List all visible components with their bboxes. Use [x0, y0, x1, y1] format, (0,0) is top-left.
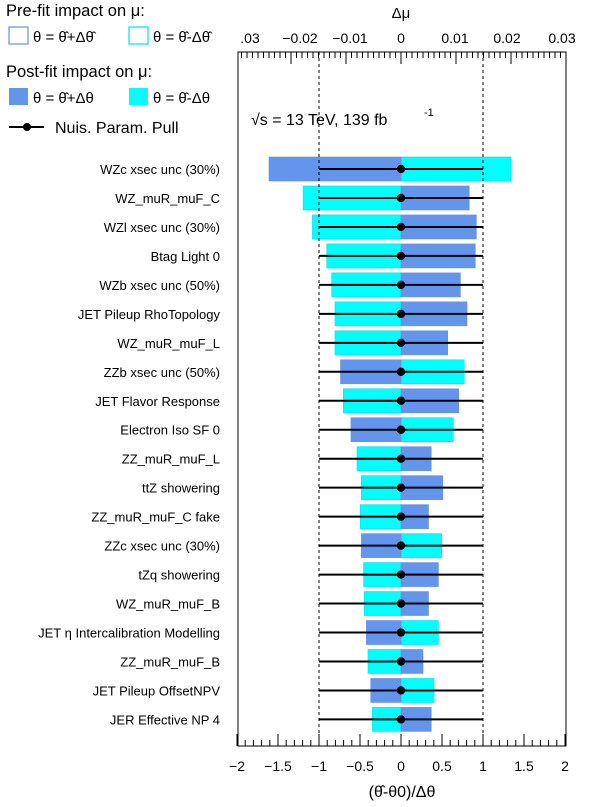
legend-prefit-plus-label: θ = θ̂+Δθ̂: [33, 29, 97, 46]
parameter-label: WZ_muR_muF_L: [117, 336, 220, 351]
top-axis-title: Δμ: [392, 5, 411, 22]
pull-marker: [396, 425, 406, 434]
pull-marker: [396, 338, 406, 348]
parameter-label: ZZc xsec unc (30%): [104, 539, 220, 554]
parameter-label: ZZ_muR_muF_L: [122, 452, 220, 467]
parameter-label: ZZb xsec unc (50%): [104, 365, 220, 380]
legend-prefit-title: Pre-fit impact on μ:: [6, 2, 145, 20]
energy-lumi-annotation: √s = 13 TeV, 139 fb -1: [251, 107, 434, 129]
bottom-tick-label: 2: [561, 758, 569, 774]
x-axis-title: (θ̂-θ0)/Δθ: [369, 784, 436, 801]
plot-frame: [237, 51, 567, 747]
pull-marker: [396, 541, 406, 550]
parameter-label: WZb xsec unc (50%): [99, 278, 220, 293]
bottom-tick-label: −0.5: [346, 758, 374, 774]
pull-marker: [396, 222, 406, 232]
top-tick-label: 0.01: [441, 30, 468, 46]
parameter-labels: WZc xsec unc (30%) WZ_muR_muF_C WZl xsec u…: [38, 162, 220, 727]
top-tick-label: −0.02: [282, 30, 318, 46]
bottom-tick-label: 1.5: [514, 758, 534, 774]
legend: Pre-fit impact on μ: θ = θ̂+Δθ̂ θ = θ̂-Δ…: [6, 2, 213, 137]
top-tick-label: .03: [240, 30, 260, 46]
legend-prefit-minus-swatch: [128, 26, 149, 45]
parameter-label: Electron Iso SF 0: [120, 423, 220, 438]
parameter-label: JET η Intercalibration Modelling: [38, 626, 220, 641]
parameter-label: WZl xsec unc (30%): [104, 220, 220, 235]
legend-pull-marker: [23, 123, 31, 131]
legend-postfit-title: Post-fit impact on μ:: [6, 63, 152, 81]
pull-marker: [396, 367, 406, 376]
impact-bars: [268, 156, 512, 732]
pull-marker: [396, 454, 406, 463]
pull-marker: [396, 657, 406, 666]
pull-marker: [396, 280, 406, 290]
parameter-label: JER Effective NP 4: [110, 712, 220, 727]
parameter-label: WZ_muR_muF_C: [115, 191, 220, 206]
top-tick-label: 0: [397, 30, 405, 46]
pull-marker: [396, 483, 406, 492]
legend-postfit-minus-swatch: [129, 88, 148, 105]
parameter-label: WZc xsec unc (30%): [100, 162, 220, 177]
bottom-tick-label: −1.5: [264, 758, 292, 774]
bottom-tick-label: 1: [479, 758, 487, 774]
legend-prefit-minus-label: θ = θ̂-Δθ̂: [153, 29, 213, 46]
legend-postfit-minus-label: θ = θ̂-Δθ: [153, 90, 210, 107]
legend-postfit-plus-label: θ = θ̂+Δθ: [33, 90, 94, 107]
pull-marker: [396, 396, 406, 405]
parameter-label: tZq showering: [138, 568, 220, 583]
parameter-label: ZZ_muR_muF_C fake: [91, 510, 220, 525]
reference-lines: [318, 52, 484, 746]
pull-marker: [396, 599, 406, 608]
bottom-tick-label: −2: [229, 758, 245, 774]
parameter-label: Btag Light 0: [151, 249, 220, 264]
parameter-label: JET Pileup OffsetNPV: [93, 683, 221, 698]
top-tick-label: 0.03: [548, 30, 575, 46]
pull-marker: [396, 251, 406, 261]
axis-ticks: −2 −1.5 −1 −0.5 0 0.5 1 1.5 2 .03 −0.02 −0.01 0 0.01 0…: [229, 30, 576, 774]
bottom-tick-label: 0: [397, 758, 405, 774]
top-tick-label: −0.01: [332, 30, 368, 46]
pull-marker: [396, 512, 406, 521]
pull-markers: [319, 164, 483, 724]
pull-marker: [396, 628, 406, 637]
legend-postfit-plus-swatch: [9, 88, 28, 105]
legend-prefit-plus-swatch: [8, 26, 29, 45]
parameter-label: JET Flavor Response: [95, 394, 220, 409]
top-tick-label: 0.02: [493, 30, 520, 46]
pull-marker: [396, 164, 406, 174]
pull-marker: [396, 715, 406, 724]
annotation-superscript: -1: [424, 107, 434, 119]
bottom-tick-label: −1: [311, 758, 327, 774]
pull-marker: [396, 193, 406, 203]
parameter-label: ttZ showering: [142, 481, 220, 496]
parameter-label: WZ_muR_muF_B: [116, 597, 220, 612]
bottom-tick-label: 0.5: [432, 758, 452, 774]
parameter-label: JET Pileup RhoTopology: [78, 307, 221, 322]
legend-pull-label: Nuis. Param. Pull: [55, 120, 179, 137]
parameter-label: ZZ_muR_muF_B: [120, 654, 220, 669]
pull-marker: [396, 309, 406, 319]
pull-marker: [396, 686, 406, 695]
pull-marker: [396, 570, 406, 579]
